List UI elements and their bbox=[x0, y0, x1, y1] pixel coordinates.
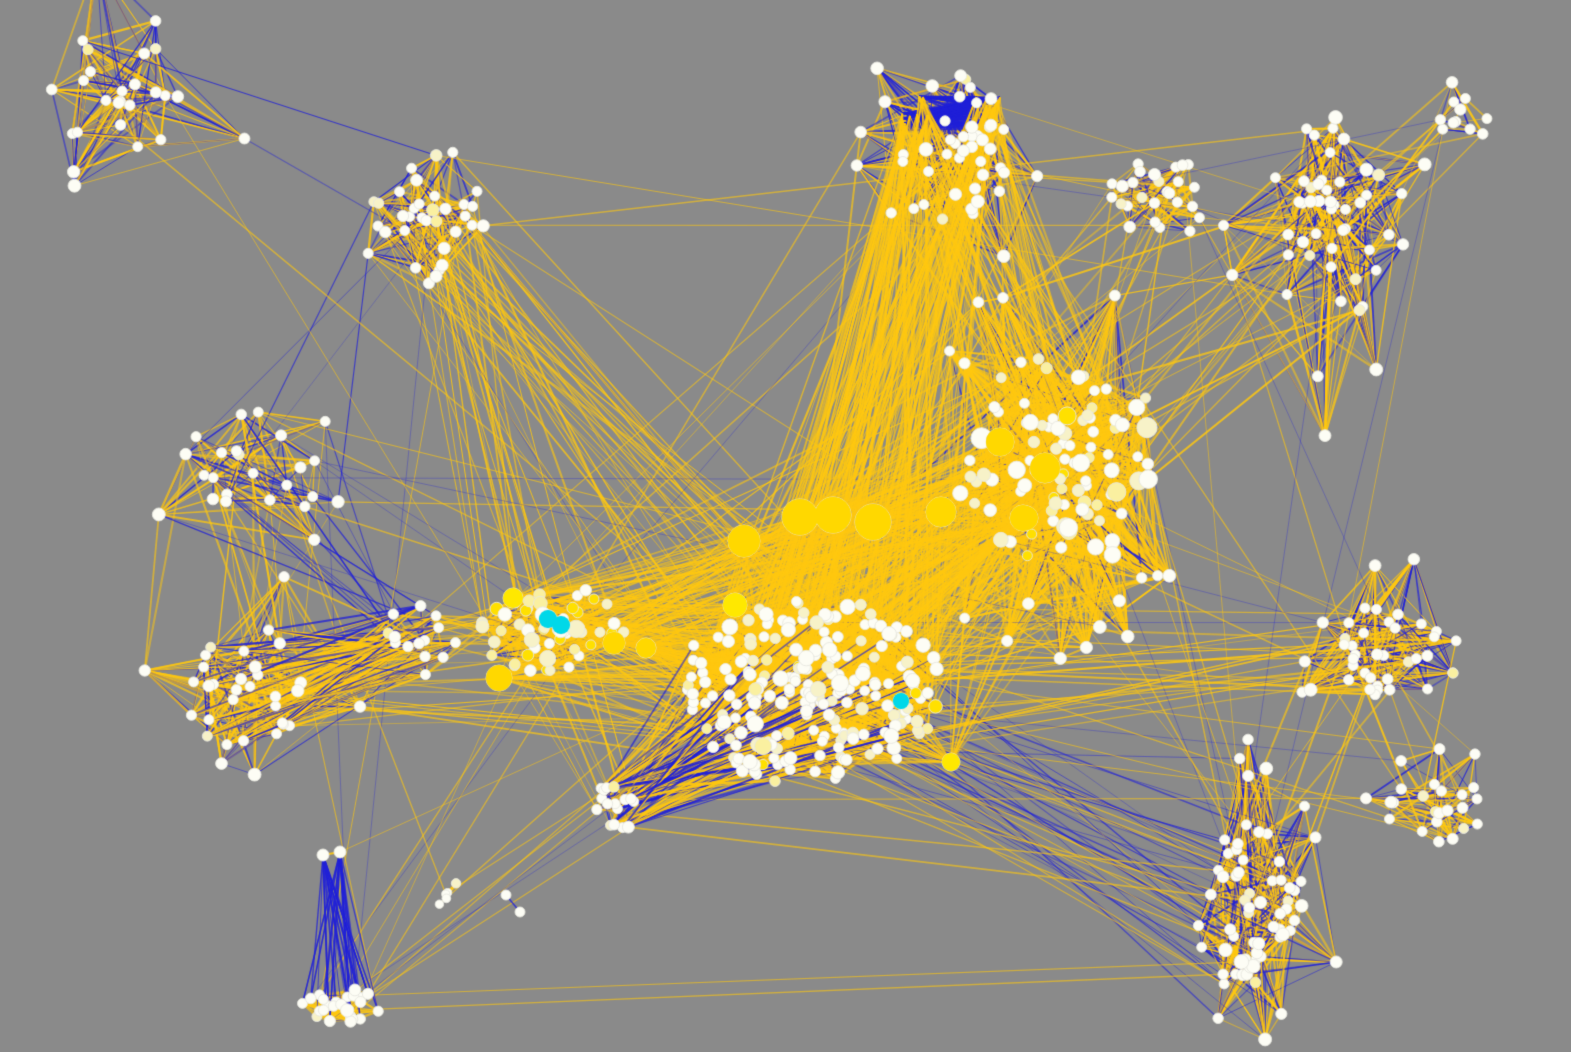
graph-canvas[interactable] bbox=[0, 0, 1571, 1052]
network-graph-visualization[interactable] bbox=[0, 0, 1571, 1052]
